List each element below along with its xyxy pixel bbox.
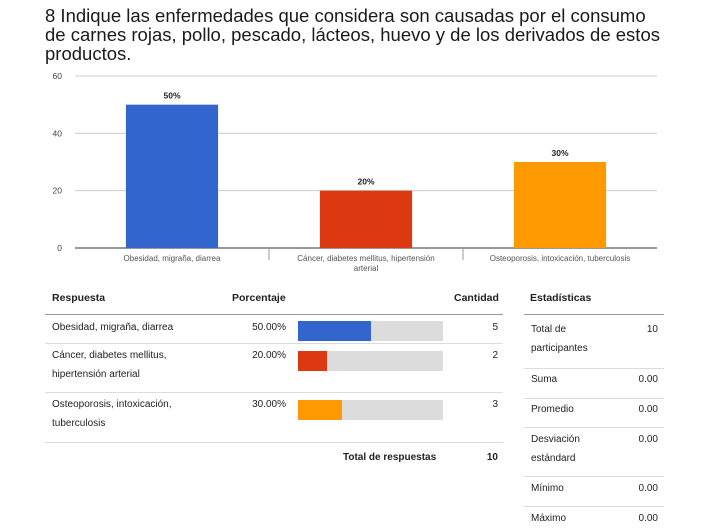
percent-bar-fill: [298, 351, 327, 371]
response-label: tuberculosis: [52, 418, 106, 429]
stat-value: 0.00: [638, 434, 658, 445]
x-tick-label: arterial: [354, 264, 379, 273]
y-tick-label: 0: [57, 243, 62, 253]
response-percent: 50.00%: [252, 322, 286, 333]
stat-divider: [524, 476, 664, 477]
stat-divider: [524, 368, 664, 369]
percent-bar-track: [298, 351, 443, 371]
bar: [319, 190, 413, 248]
response-percent: 30.00%: [252, 399, 286, 410]
y-tick-label: 60: [53, 71, 63, 81]
y-tick-label: 40: [53, 128, 63, 138]
stat-label: Total de: [531, 324, 567, 335]
stat-value: 10: [646, 324, 658, 335]
header-response: Respuesta: [52, 292, 106, 304]
stat-divider: [524, 427, 664, 428]
header-count: Cantidad: [454, 292, 499, 304]
stat-value: 0.00: [638, 513, 658, 524]
data-label: 20%: [357, 177, 374, 187]
row-divider: [45, 343, 503, 344]
bar-chart: 0 20 40 60 50% Obesidad, migraña, diarrea 20% C…: [53, 71, 657, 273]
stat-label: participantes: [531, 343, 588, 354]
header-percent: Porcentaje: [232, 292, 286, 304]
x-tick-label: Obesidad, migraña, diarrea: [124, 254, 221, 263]
table-header-divider: [45, 314, 503, 315]
stat-divider: [524, 506, 664, 507]
response-label: Cáncer, diabetes mellitus,: [52, 350, 167, 361]
percent-bar-fill: [298, 400, 342, 420]
y-tick-label: 20: [53, 186, 63, 196]
stat-label: Promedio: [531, 404, 574, 415]
stat-label: Máximo: [531, 513, 567, 524]
percent-bar-track: [298, 400, 443, 420]
response-count: 5: [492, 322, 498, 333]
total-responses-label: Total de respuestas: [343, 452, 437, 463]
bar: [513, 162, 607, 248]
row-divider: [45, 392, 503, 393]
data-label: 30%: [551, 148, 568, 158]
stat-label: Mínimo: [531, 483, 564, 494]
stat-divider: [524, 398, 664, 399]
stat-label: estándard: [531, 453, 576, 464]
stat-value: 0.00: [638, 483, 658, 494]
response-label: Osteoporosis, intoxicación,: [52, 399, 172, 410]
data-label: 50%: [163, 91, 180, 101]
x-tick-label: Osteoporosis, intoxicación, tuberculosis: [490, 254, 631, 263]
response-label: hipertensión arterial: [52, 369, 140, 380]
response-label: Obesidad, migraña, diarrea: [52, 322, 174, 333]
x-tick-label: Cáncer, diabetes mellitus, hipertensión: [297, 254, 434, 263]
bar: [125, 104, 219, 249]
stats-header: Estadísticas: [530, 292, 592, 304]
row-divider: [45, 442, 503, 443]
percent-bar-fill: [298, 321, 371, 341]
response-count: 2: [492, 350, 498, 361]
stat-label: Suma: [531, 374, 558, 385]
response-count: 3: [492, 399, 498, 410]
stats-header-divider: [524, 314, 664, 315]
question-title: 8 Indique las enfermedades que considera…: [45, 5, 660, 64]
response-percent: 20.00%: [252, 350, 286, 361]
total-responses-value: 10: [486, 452, 498, 463]
stat-value: 0.00: [638, 374, 658, 385]
stat-value: 0.00: [638, 404, 658, 415]
percent-bar-track: [298, 321, 443, 341]
stat-label: Desviación: [531, 434, 580, 445]
